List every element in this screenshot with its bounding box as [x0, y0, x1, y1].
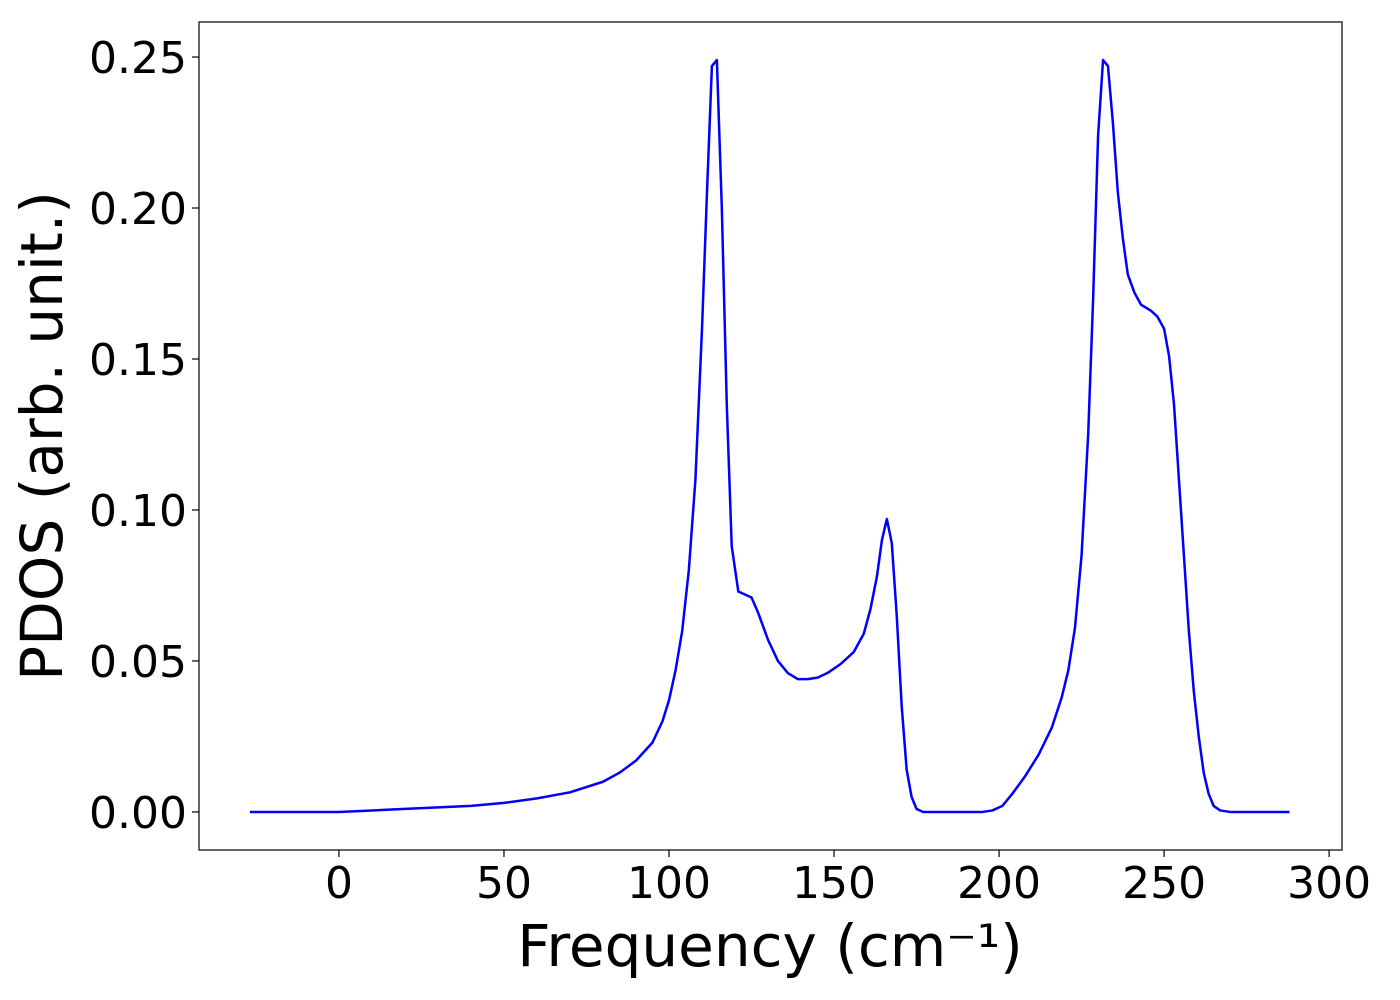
x-tick-label: 50 — [476, 858, 532, 909]
y-axis-label: PDOS (arb. unit.) — [8, 191, 76, 681]
x-tick-label: 100 — [627, 858, 711, 909]
y-tick-label: 0.25 — [89, 33, 187, 84]
data-line — [249, 58, 1290, 814]
y-tick-label: 0.05 — [89, 637, 187, 688]
plot-frame — [198, 21, 1343, 851]
y-tick-label: 0.20 — [89, 184, 187, 235]
y-tick-label: 0.15 — [89, 335, 187, 386]
x-tick-label: 200 — [957, 858, 1041, 909]
x-tick-label: 150 — [792, 858, 876, 909]
x-axis-label: Frequency (cm⁻¹) — [517, 912, 1023, 980]
x-tick-label: 0 — [325, 858, 353, 909]
x-tick-label: 250 — [1122, 858, 1206, 909]
x-tick-label: 300 — [1287, 858, 1371, 909]
y-tick-label: 0.10 — [89, 486, 187, 537]
y-tick-label: 0.00 — [89, 788, 187, 839]
